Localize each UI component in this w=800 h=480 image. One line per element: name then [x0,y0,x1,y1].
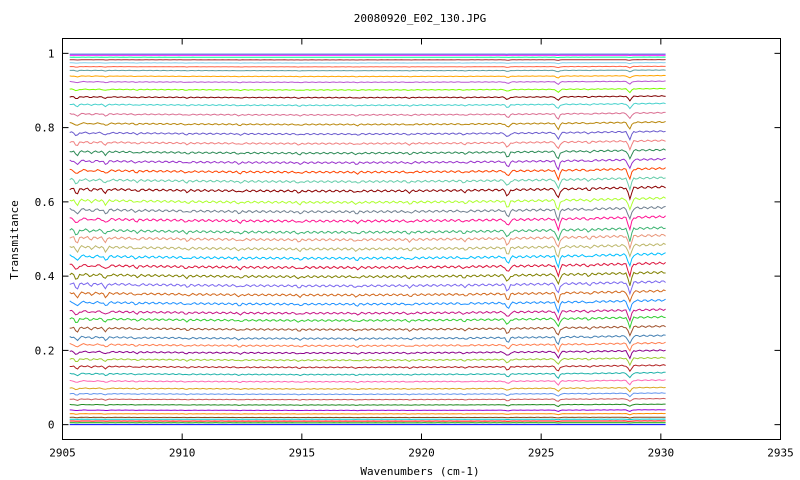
series-line [69,205,666,222]
y-tick-label: 0.8 [35,122,55,135]
x-tick-label: 2905 [49,447,76,460]
x-axis-label: Wavenumbers (cm-1) [360,465,479,478]
series-line [69,409,666,413]
series-line [69,148,666,161]
series-line [69,74,666,79]
series-line [69,308,666,323]
series-line [69,56,666,59]
series-line [69,242,666,259]
x-tick-label: 2935 [767,447,794,460]
series-line [69,80,666,86]
series-line [69,215,666,232]
series-line [69,356,666,367]
series-line [69,252,666,269]
chart-title: 20080920_E02_130.JPG [354,12,486,25]
series-line [69,420,666,422]
series-line [69,315,666,330]
x-tick-label: 2915 [289,447,316,460]
series-line [69,379,666,386]
series-line [69,111,666,120]
series-line [69,280,666,296]
series-line [69,87,666,94]
series-line [69,416,666,419]
series-line [69,120,666,131]
series-line [69,176,666,192]
x-tick-label: 2925 [528,447,555,460]
series-line [69,69,666,73]
series-line [69,157,666,171]
series-line [69,341,666,353]
series-line [69,403,666,408]
series-line [69,364,666,373]
series-line [69,261,666,278]
series-line [69,397,666,402]
series-layer [69,53,666,426]
series-line [69,298,666,314]
y-tick-label: 1 [48,47,55,60]
series-line [69,349,666,360]
series-line [69,289,666,304]
series-line [69,334,666,346]
series-line [69,418,666,421]
y-tick-label: 0.4 [35,270,55,283]
y-tick-label: 0.2 [35,344,55,357]
series-line [69,325,666,337]
series-line [69,386,666,393]
y-axis-label: Transmitance [8,200,21,279]
series-line [69,95,666,102]
series-line [69,412,666,416]
series-line [69,139,666,152]
y-tick-label: 0.6 [35,196,55,209]
series-line [69,59,666,61]
x-tick-label: 2920 [408,447,435,460]
series-line [69,62,666,65]
y-tick-label: 0 [48,419,55,432]
y-axis: 0 0.2 0.4 0.6 0.8 1 [35,47,781,432]
series-line [69,102,666,110]
x-axis: 2905 2910 2915 2920 2925 2930 2935 [49,38,794,460]
series-line [69,65,666,69]
series-line [69,233,666,251]
x-tick-label: 2910 [169,447,196,460]
series-line [69,196,666,211]
series-line [69,167,666,182]
x-tick-label: 2930 [648,447,675,460]
series-line [69,130,666,141]
series-line [69,185,666,201]
series-line [69,371,666,379]
series-line [69,392,666,398]
series-line [69,226,666,242]
series-line [69,270,666,286]
